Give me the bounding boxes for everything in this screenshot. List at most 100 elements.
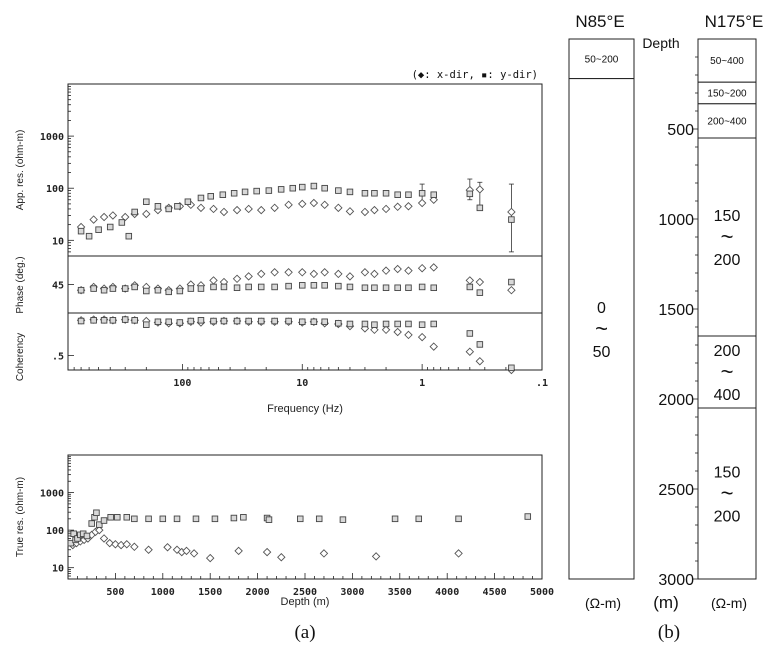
column-n175e-layer-label: 50~400 bbox=[710, 56, 744, 67]
depth-axis-label: Depth (m) bbox=[281, 596, 330, 608]
app-res-x-dir-point bbox=[404, 202, 413, 211]
true-res-y-dir-point bbox=[524, 513, 532, 520]
true-res-ytick-label: 10 bbox=[52, 564, 64, 575]
true-res-x-dir-point bbox=[277, 552, 286, 562]
app-res-y-dir-point bbox=[165, 205, 172, 213]
app-res-plot: 1000 100 10 bbox=[40, 83, 516, 257]
app-res-y-dir-point bbox=[430, 191, 437, 198]
phase-y-dir-point bbox=[100, 286, 108, 294]
column-n175e-unit: (Ω-m) bbox=[711, 595, 747, 611]
coherency-y-dir-point bbox=[335, 319, 342, 327]
coherency-y-dir-point bbox=[143, 321, 150, 328]
app-res-x-dir-point bbox=[120, 212, 130, 222]
coherency-x-dir-point bbox=[393, 327, 402, 337]
true-res-x-dir-point bbox=[95, 525, 104, 535]
depth-header: Depth bbox=[642, 35, 679, 51]
phase-x-dir-point bbox=[417, 263, 427, 273]
ylabel-coherency: Coherency bbox=[15, 333, 26, 381]
phase-x-dir-point bbox=[256, 269, 266, 279]
true-res-y-dir-point bbox=[391, 515, 399, 523]
true-res-y-dir-point bbox=[131, 515, 138, 523]
column-n85e-unit: (Ω-m) bbox=[585, 595, 621, 611]
app-res-x-dir-point bbox=[108, 211, 118, 220]
true-res-y-dir-point bbox=[230, 514, 238, 522]
phase-x-dir-point bbox=[475, 277, 485, 287]
phase-x-dir-point bbox=[370, 269, 379, 279]
coherency-ytick-label: .5 bbox=[52, 351, 64, 362]
phase-y-dir-point bbox=[508, 278, 515, 286]
column-n175e-layer-label: 150~200 bbox=[707, 89, 747, 100]
app-res-x-dir-point bbox=[370, 205, 379, 215]
app-res-x-dir-point bbox=[209, 204, 218, 214]
coherency-y-dir-point bbox=[382, 320, 390, 328]
column-n85e: 50~200 0~50 bbox=[568, 38, 635, 580]
column-n175e-layer bbox=[697, 103, 757, 139]
phase-y-dir-point bbox=[131, 283, 138, 291]
phase-x-dir-point bbox=[320, 268, 329, 277]
true-res-x-dir-point bbox=[122, 540, 132, 549]
app-res-x-dir-point bbox=[142, 209, 151, 219]
coherency-y-dir-point bbox=[271, 317, 278, 325]
phase-x-dir-point bbox=[209, 276, 218, 285]
column-n85e-layer-low: 0 bbox=[597, 300, 606, 317]
coherency-y-dir-point bbox=[187, 317, 195, 325]
depth-scale-label: 1000 bbox=[658, 212, 694, 229]
true-res-x-dir-point bbox=[189, 549, 199, 558]
true-res-y-dir-point bbox=[145, 515, 152, 523]
true-res-x-dir-point bbox=[105, 538, 114, 548]
phase-y-dir-point bbox=[245, 283, 252, 291]
app-res-y-dir-point bbox=[335, 187, 342, 194]
phase-x-dir-point bbox=[465, 276, 475, 285]
coherency-plot: .5 bbox=[52, 315, 516, 375]
phase-y-dir-point bbox=[197, 285, 205, 292]
app-res-x-dir-point bbox=[244, 204, 253, 214]
app-res-y-dir-point bbox=[197, 194, 205, 202]
app-res-y-dir-point bbox=[118, 219, 126, 226]
true-res-y-dir-point bbox=[415, 515, 423, 523]
app-res-y-dir-point bbox=[77, 227, 85, 235]
coherency-x-dir-point bbox=[370, 325, 379, 335]
column-n85e-title: N85°E bbox=[575, 12, 624, 31]
app-res-y-dir-point bbox=[299, 183, 306, 191]
app-res-y-dir-point bbox=[230, 190, 238, 197]
app-res-ytick-label: 10 bbox=[52, 236, 64, 247]
coherency-y-dir-point bbox=[233, 317, 241, 325]
phase-x-dir-point bbox=[334, 269, 343, 279]
true-res-y-dir-point bbox=[83, 532, 91, 540]
phase-y-dir-point bbox=[210, 283, 217, 291]
coherency-y-dir-point bbox=[131, 317, 138, 324]
app-res-y-dir-point bbox=[277, 186, 285, 193]
column-n175e-layer-high: 400 bbox=[714, 387, 741, 404]
depth-scale-label: 2500 bbox=[658, 482, 694, 499]
phase-x-dir-point bbox=[232, 274, 242, 284]
app-res-x-dir-point bbox=[270, 203, 279, 213]
true-res-y-dir-point bbox=[100, 517, 108, 524]
true-res-y-dir-point bbox=[315, 515, 323, 523]
true-res-x-dir-point bbox=[454, 549, 463, 558]
depth-tick-label: 4000 bbox=[435, 587, 459, 598]
depth-tick-label: 3000 bbox=[340, 587, 364, 598]
coherency-y-dir-point bbox=[476, 341, 484, 348]
app-res-y-dir-point bbox=[394, 191, 401, 198]
app-res-x-dir-point bbox=[196, 203, 206, 213]
app-res-y-dir-point bbox=[310, 182, 318, 190]
phase-y-dir-point bbox=[187, 285, 195, 292]
depth-unit: (m) bbox=[653, 593, 678, 612]
coherency-y-dir-point bbox=[100, 317, 108, 324]
phase-y-dir-point bbox=[90, 285, 97, 292]
coherency-y-dir-point bbox=[90, 317, 97, 324]
true-res-x-dir-point bbox=[262, 547, 272, 557]
phase-ytick-label: 45 bbox=[52, 281, 64, 292]
app-res-x-dir-point bbox=[232, 205, 242, 215]
phase-y-dir-point bbox=[165, 288, 172, 296]
phase-x-dir-point bbox=[298, 268, 307, 277]
depth-tick-label: 1000 bbox=[151, 587, 175, 598]
true-res-y-dir-point bbox=[96, 521, 103, 528]
coherency-x-dir-point bbox=[404, 330, 413, 340]
phase-y-dir-point bbox=[257, 283, 265, 291]
coherency-y-dir-point bbox=[285, 317, 292, 325]
app-res-y-dir-point bbox=[174, 203, 181, 210]
phase-x-dir-point bbox=[429, 263, 438, 272]
depth-scale-label: 1500 bbox=[658, 302, 694, 319]
app-res-y-dir-point bbox=[289, 184, 297, 192]
